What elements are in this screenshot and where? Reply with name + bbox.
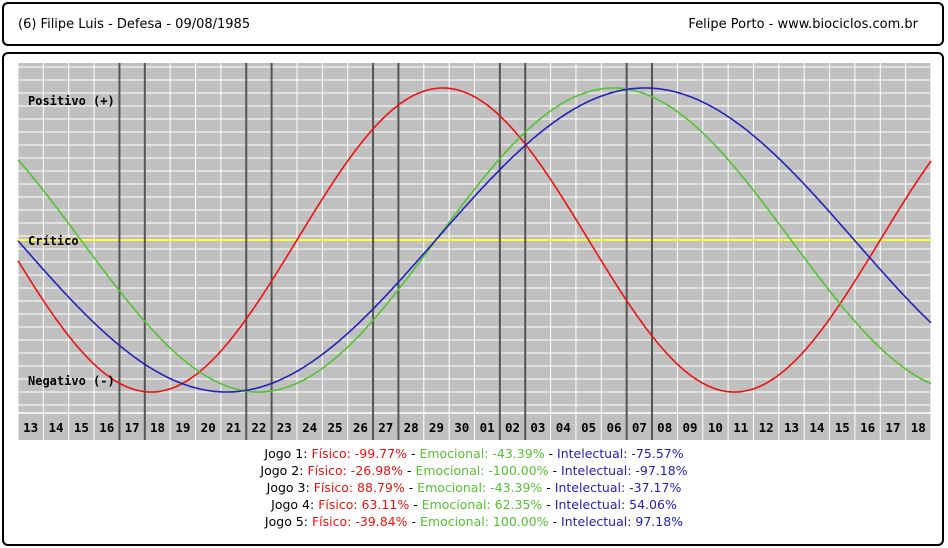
- x-tick-label: 18: [911, 420, 926, 435]
- x-tick-label: 17: [125, 420, 140, 435]
- separator: -: [548, 463, 562, 478]
- game-label: Jogo 2:: [260, 463, 304, 478]
- x-tick-label: 05: [581, 420, 596, 435]
- game-row: Jogo 3: Físico: 88.79% - Emocional: -43.…: [0, 479, 948, 496]
- x-tick-label: 16: [860, 420, 875, 435]
- x-tick-label: 19: [175, 420, 190, 435]
- separator: -: [544, 446, 558, 461]
- x-tick-label: 13: [784, 420, 799, 435]
- x-tick-label: 11: [733, 420, 748, 435]
- emocional-value: Emocional: -43.39%: [417, 480, 543, 495]
- emocional-value: Emocional: -43.39%: [419, 446, 545, 461]
- x-tick-label: 22: [251, 420, 266, 435]
- intelectual-value: Intelectual: -75.57%: [557, 446, 684, 461]
- game-row: Jogo 5: Físico: -39.84% - Emocional: 100…: [0, 513, 948, 530]
- game-row: Jogo 2: Físico: -26.98% - Emocional: -10…: [0, 462, 948, 479]
- emocional-value: Emocional: 62.35%: [421, 497, 543, 512]
- positive-label: Positivo (+): [28, 94, 115, 108]
- separator: -: [406, 446, 420, 461]
- x-tick-label: 07: [632, 420, 647, 435]
- game-label: Jogo 1:: [264, 446, 308, 461]
- x-tick-label: 25: [327, 420, 342, 435]
- x-tick-label: 17: [885, 420, 900, 435]
- x-tick-label: 20: [201, 420, 216, 435]
- x-tick-label: 14: [49, 420, 64, 435]
- separator: -: [409, 497, 422, 512]
- game-values-list: Jogo 1: Físico: -99.77% - Emocional: -43…: [0, 445, 948, 530]
- fisico-value: Físico: -39.84%: [311, 514, 408, 529]
- fisico-value: Físico: 63.11%: [318, 497, 410, 512]
- x-tick-label: 30: [454, 420, 469, 435]
- emocional-value: Emocional: -100.00%: [415, 463, 549, 478]
- x-tick-label: 14: [809, 420, 824, 435]
- header-bar: (6) Filipe Luis - Defesa - 09/08/1985 Fe…: [2, 2, 944, 46]
- intelectual-value: Intelectual: -97.18%: [561, 463, 688, 478]
- intelectual-value: Intelectual: 97.18%: [561, 514, 684, 529]
- negative-label: Negativo (-): [28, 374, 115, 388]
- x-tick-label: 12: [759, 420, 774, 435]
- intelectual-value: Intelectual: 54.06%: [554, 497, 677, 512]
- separator: -: [542, 497, 555, 512]
- x-tick-label: 16: [99, 420, 114, 435]
- separator: -: [404, 480, 418, 495]
- x-tick-label: 02: [505, 420, 520, 435]
- x-tick-label: 24: [302, 420, 317, 435]
- game-label: Jogo 3:: [266, 480, 310, 495]
- emocional-value: Emocional: 100.00%: [419, 514, 549, 529]
- separator: -: [407, 514, 420, 529]
- x-tick-label: 29: [429, 420, 444, 435]
- x-tick-label: 15: [835, 420, 850, 435]
- x-tick-label: 03: [530, 420, 545, 435]
- x-tick-label: 08: [657, 420, 672, 435]
- series-line-físico: [17, 87, 932, 393]
- x-tick-label: 15: [74, 420, 89, 435]
- x-tick-label: 09: [683, 420, 698, 435]
- site-credit: Felipe Porto - www.biociclos.com.br: [688, 17, 918, 32]
- series-line-intelectual: [17, 87, 932, 393]
- x-tick-label: 10: [708, 420, 723, 435]
- game-row: Jogo 1: Físico: -99.77% - Emocional: -43…: [0, 445, 948, 462]
- x-tick-label: 18: [150, 420, 165, 435]
- fisico-value: Físico: -99.77%: [311, 446, 407, 461]
- separator: -: [548, 514, 562, 529]
- fisico-value: Físico: 88.79%: [313, 480, 405, 495]
- game-row: Jogo 4: Físico: 63.11% - Emocional: 62.3…: [0, 496, 948, 513]
- critical-label: Crítico: [28, 234, 79, 248]
- athlete-title: (6) Filipe Luis - Defesa - 09/08/1985: [18, 17, 251, 32]
- x-tick-label: 01: [480, 420, 495, 435]
- x-tick-label: 26: [353, 420, 368, 435]
- separator: -: [402, 463, 416, 478]
- x-tick-label: 28: [404, 420, 419, 435]
- x-tick-label: 21: [226, 420, 241, 435]
- separator: -: [542, 480, 555, 495]
- x-tick-label: 06: [606, 420, 621, 435]
- game-label: Jogo 4:: [271, 497, 315, 512]
- x-tick-label: 23: [277, 420, 292, 435]
- x-tick-label: 13: [23, 420, 38, 435]
- intelectual-value: Intelectual: -37.17%: [554, 480, 682, 495]
- game-label: Jogo 5:: [264, 514, 308, 529]
- fisico-value: Físico: -26.98%: [307, 463, 403, 478]
- x-tick-label: 27: [378, 420, 393, 435]
- x-tick-label: 04: [556, 420, 571, 435]
- series-line-emocional: [17, 87, 932, 393]
